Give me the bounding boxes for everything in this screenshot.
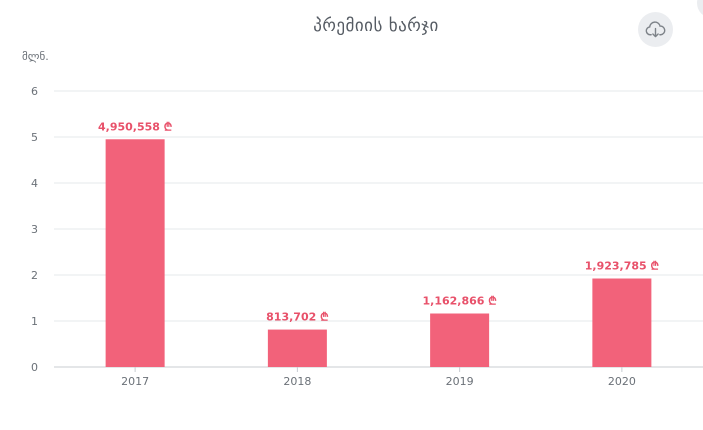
y-tick-label: 3 — [31, 223, 38, 236]
bars — [105, 139, 652, 367]
download-button[interactable] — [638, 12, 673, 47]
x-axis-ticks: 2017 2018 2019 2020 — [121, 367, 636, 388]
bar-2018[interactable] — [267, 329, 327, 367]
bar-2017[interactable] — [105, 139, 165, 367]
y-tick-label: 4 — [31, 177, 38, 190]
x-tick-label-2018: 2018 — [283, 375, 311, 388]
bar-2019[interactable] — [430, 313, 490, 367]
y-axis-ticks: 0 1 2 3 4 5 6 — [31, 85, 38, 374]
data-label-2019: 1,162,866 ₾ — [423, 295, 498, 308]
x-tick-label-2017: 2017 — [121, 375, 149, 388]
y-tick-label: 5 — [31, 131, 38, 144]
data-label-2017: 4,950,558 ₾ — [98, 120, 173, 133]
bar-2020[interactable] — [592, 278, 652, 367]
y-axis-unit-label: მლნ. — [22, 50, 49, 63]
data-labels: 4,950,558 ₾ 813,702 ₾ 1,162,866 ₾ 1,923,785… — [98, 120, 660, 323]
cloud-download-icon — [645, 21, 666, 38]
data-label-2018: 813,702 ₾ — [266, 311, 329, 324]
edge-button[interactable] — [697, 0, 703, 18]
data-label-2020: 1,923,785 ₾ — [585, 260, 660, 273]
x-tick-label-2019: 2019 — [446, 375, 474, 388]
y-tick-label: 0 — [31, 361, 38, 374]
y-tick-label: 2 — [31, 269, 38, 282]
x-tick-label-2020: 2020 — [608, 375, 636, 388]
chart-title: პრემიის ხარჯი — [313, 16, 439, 36]
y-tick-label: 1 — [31, 315, 38, 328]
y-tick-label: 6 — [31, 85, 38, 98]
